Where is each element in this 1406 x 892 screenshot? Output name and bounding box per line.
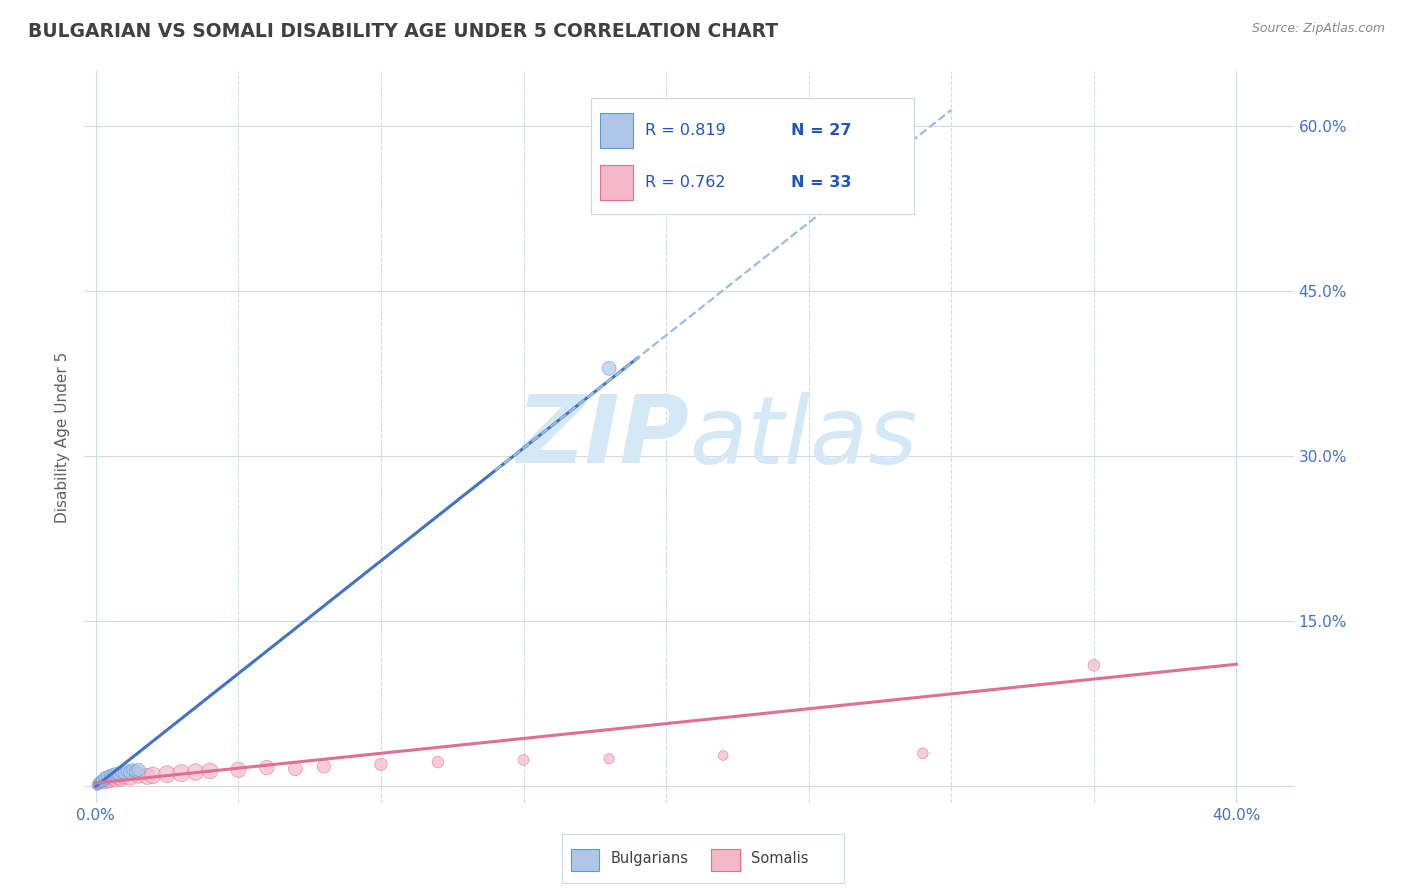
Point — [142, 768, 165, 782]
Point — [87, 776, 110, 790]
Point — [93, 776, 115, 790]
Text: Bulgarians: Bulgarians — [610, 851, 688, 866]
Bar — [571, 849, 599, 871]
Point — [96, 775, 118, 789]
Point — [104, 766, 127, 780]
Point — [121, 763, 143, 777]
Point — [93, 772, 115, 787]
Point — [86, 778, 108, 792]
Point — [98, 768, 121, 782]
Point — [911, 747, 934, 761]
Y-axis label: Disability Age Under 5: Disability Age Under 5 — [55, 351, 70, 523]
Point — [128, 768, 150, 782]
Text: BULGARIAN VS SOMALI DISABILITY AGE UNDER 5 CORRELATION CHART: BULGARIAN VS SOMALI DISABILITY AGE UNDER… — [28, 22, 779, 41]
Point — [93, 773, 115, 788]
Point — [125, 764, 148, 778]
Point — [96, 772, 118, 787]
Point — [87, 777, 110, 791]
Point — [98, 771, 121, 785]
Bar — [711, 849, 740, 871]
Point — [90, 773, 112, 788]
Point — [90, 775, 112, 789]
Point — [110, 772, 132, 786]
Point — [96, 772, 118, 786]
Text: N = 27: N = 27 — [792, 123, 852, 138]
Point — [89, 775, 111, 789]
Point — [118, 771, 141, 785]
Point — [598, 752, 620, 766]
Point — [512, 753, 534, 767]
Point — [107, 767, 129, 781]
Point — [87, 777, 110, 791]
Point — [136, 769, 159, 783]
Point — [101, 772, 124, 786]
Point — [112, 766, 135, 780]
Point — [198, 764, 221, 778]
Point — [370, 757, 392, 772]
Point — [87, 776, 110, 790]
Point — [98, 773, 121, 788]
Point — [93, 773, 115, 788]
Bar — [600, 113, 633, 148]
Text: Somalis: Somalis — [751, 851, 808, 866]
Point — [101, 769, 124, 783]
Point — [101, 767, 124, 781]
Point — [170, 766, 193, 780]
Point — [228, 763, 250, 777]
Text: R = 0.762: R = 0.762 — [645, 175, 725, 190]
Point — [107, 771, 129, 785]
Point — [284, 762, 307, 776]
Point — [427, 755, 450, 769]
Point — [86, 778, 108, 792]
Point — [1083, 658, 1105, 673]
Point — [312, 759, 335, 773]
Point — [128, 763, 150, 777]
Point — [598, 361, 620, 376]
Point — [90, 775, 112, 789]
Point — [256, 761, 278, 775]
Point — [104, 768, 127, 782]
Text: R = 0.819: R = 0.819 — [645, 123, 727, 138]
Text: ZIP: ZIP — [516, 391, 689, 483]
Text: atlas: atlas — [689, 392, 917, 483]
Point — [93, 771, 115, 785]
Point — [110, 764, 132, 779]
Point — [184, 764, 207, 779]
Point — [115, 764, 138, 778]
Point — [90, 772, 112, 787]
Point — [711, 748, 734, 763]
Point — [96, 769, 118, 783]
Text: N = 33: N = 33 — [792, 175, 852, 190]
Bar — [600, 165, 633, 200]
Text: Source: ZipAtlas.com: Source: ZipAtlas.com — [1251, 22, 1385, 36]
Point — [104, 772, 127, 787]
Point — [156, 767, 179, 781]
Point — [112, 769, 135, 783]
Point — [118, 764, 141, 779]
